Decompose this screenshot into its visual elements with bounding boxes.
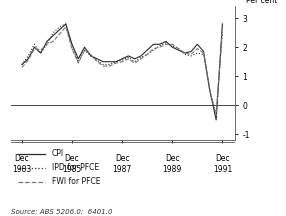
Text: Dec
1991: Dec 1991 xyxy=(213,154,232,173)
Text: Dec
1983: Dec 1983 xyxy=(12,154,31,173)
Text: Dec
1989: Dec 1989 xyxy=(163,154,182,173)
Text: FWI for PFCE: FWI for PFCE xyxy=(51,177,100,186)
Text: IPD for PFCE: IPD for PFCE xyxy=(51,163,99,172)
Text: CPI: CPI xyxy=(51,149,64,159)
Text: Source: ABS 5206.0;  6401.0: Source: ABS 5206.0; 6401.0 xyxy=(11,209,113,215)
Text: Dec
1987: Dec 1987 xyxy=(112,154,132,173)
Text: Dec
1985: Dec 1985 xyxy=(62,154,82,173)
Text: Per cent: Per cent xyxy=(245,0,277,5)
